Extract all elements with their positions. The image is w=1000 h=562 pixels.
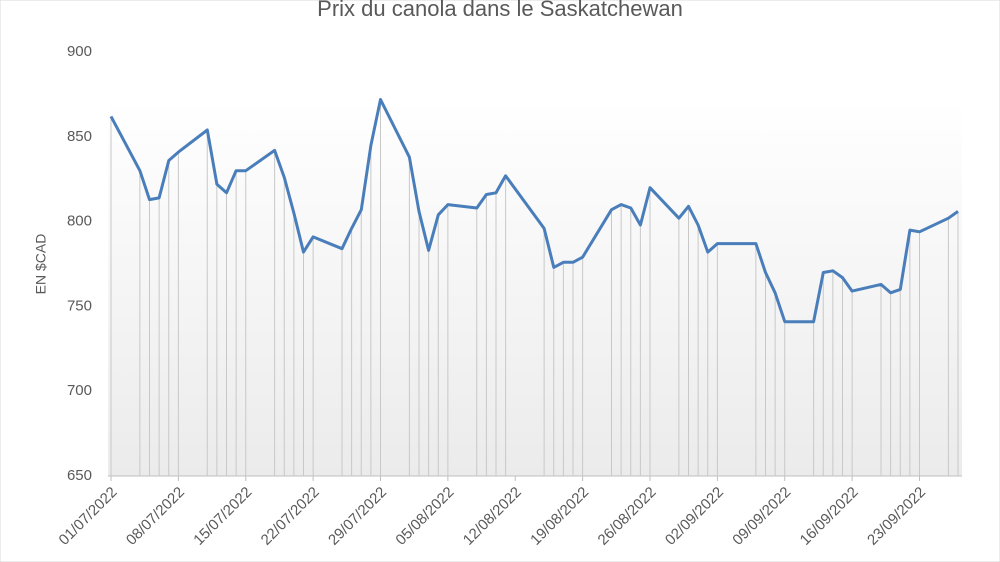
y-tick-label: 900 xyxy=(67,43,92,60)
y-axis-label: EN $CAD xyxy=(33,234,49,295)
y-tick-label: 650 xyxy=(67,467,92,484)
y-tick-label: 750 xyxy=(67,297,92,314)
y-tick-label: 700 xyxy=(67,382,92,399)
price-line xyxy=(109,98,959,324)
chart-title: Prix du canola dans le Saskatchewan xyxy=(317,0,683,21)
y-tick-label: 850 xyxy=(67,128,92,145)
y-tick-label: 800 xyxy=(67,213,92,230)
